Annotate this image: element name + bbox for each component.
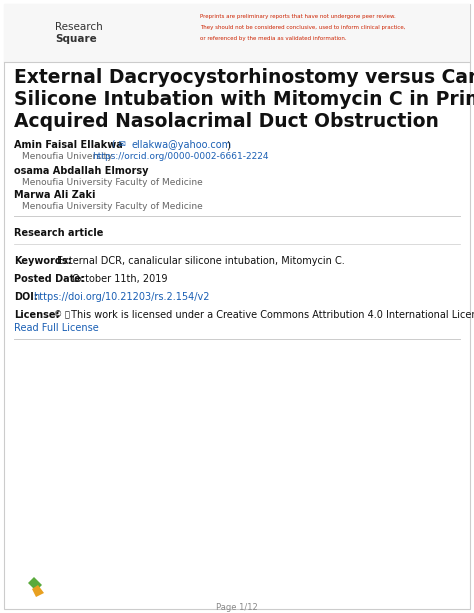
Bar [4,4,470,62]
Text: Research article: Research article [14,228,103,238]
Text: DOI:: DOI: [14,292,38,302]
Text: Amin Faisal Ellakwa: Amin Faisal Ellakwa [14,140,123,150]
Polygon shape [32,585,44,597]
Text: License:: License: [14,310,60,320]
Text: October 11th, 2019: October 11th, 2019 [69,274,167,284]
Text: Menoufia University Faculty of Medicine: Menoufia University Faculty of Medicine [22,202,203,211]
Text: ): ) [224,140,231,150]
Text: Menoufia University: Menoufia University [22,152,112,161]
Text: ( ✉: ( ✉ [112,140,126,149]
Text: Research: Research [55,22,103,32]
Text: https://doi.org/10.21203/rs.2.154/v2: https://doi.org/10.21203/rs.2.154/v2 [33,292,210,302]
Text: External Dacryocystorhinostomy versus Canalicular: External Dacryocystorhinostomy versus Ca… [14,68,474,87]
Text: Page 1/12: Page 1/12 [216,603,258,612]
Text: Menoufia University Faculty of Medicine: Menoufia University Faculty of Medicine [22,178,203,187]
Text: Read Full License: Read Full License [14,323,99,333]
Polygon shape [28,577,42,591]
Text: Preprints are preliminary reports that have not undergone peer review.: Preprints are preliminary reports that h… [200,14,396,19]
Text: https://orcid.org/0000-0002-6661-2224: https://orcid.org/0000-0002-6661-2224 [92,152,268,161]
Text: osama Abdallah Elmorsy: osama Abdallah Elmorsy [14,166,148,176]
Text: Square: Square [55,34,97,44]
Text: Acquired Nasolacrimal Duct Obstruction: Acquired Nasolacrimal Duct Obstruction [14,112,439,131]
Text: © ⓘ: © ⓘ [54,310,70,319]
Text: Keywords:: Keywords: [14,256,72,266]
Text: External DCR, canalicular silicone intubation, Mitomycin C.: External DCR, canalicular silicone intub… [57,256,345,266]
Text: Marwa Ali Zaki: Marwa Ali Zaki [14,190,95,200]
Text: Posted Date:: Posted Date: [14,274,85,284]
Text: ellakwa@yahoo.com: ellakwa@yahoo.com [132,140,232,150]
Text: or referenced by the media as validated information.: or referenced by the media as validated … [200,36,346,41]
Text: Silicone Intubation with Mitomycin C in Primary: Silicone Intubation with Mitomycin C in … [14,90,474,109]
Text: This work is licensed under a Creative Commons Attribution 4.0 International Lic: This work is licensed under a Creative C… [68,310,474,320]
Text: They should not be considered conclusive, used to inform clinical practice,: They should not be considered conclusive… [200,25,405,30]
